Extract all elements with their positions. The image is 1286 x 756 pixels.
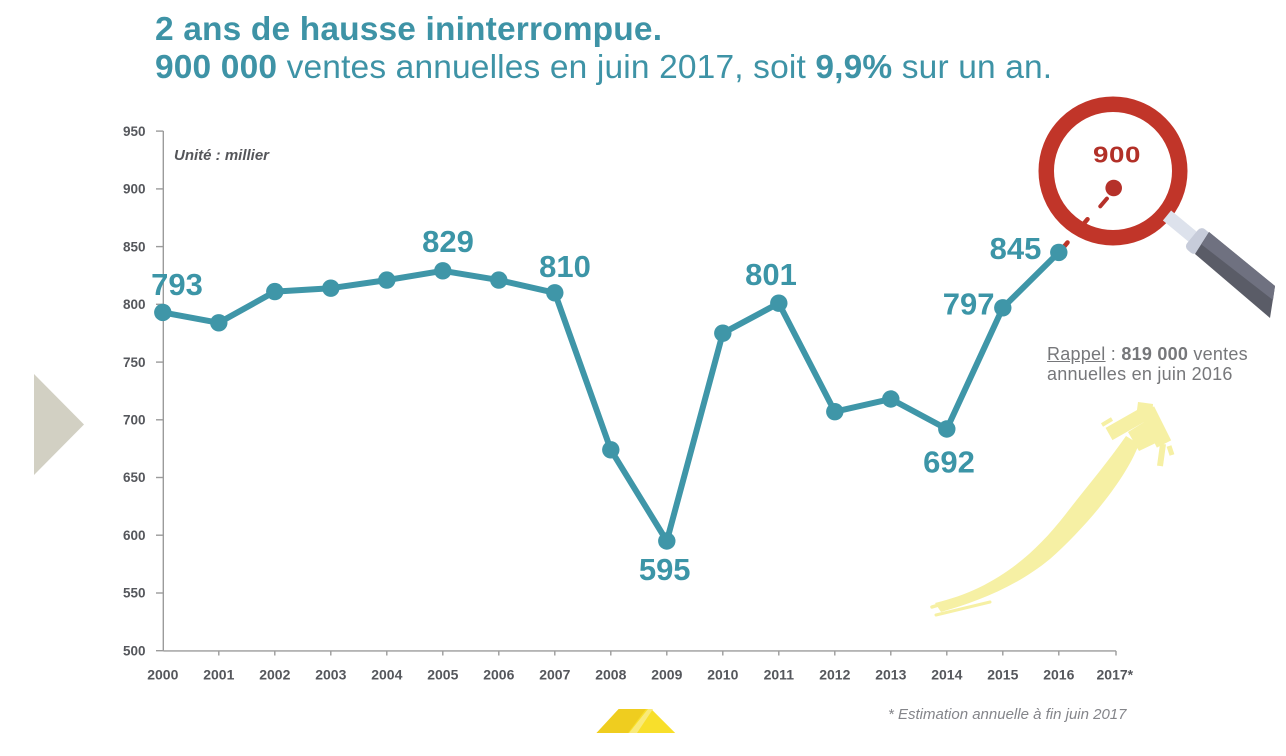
svg-text:595: 595 <box>639 552 691 587</box>
svg-text:500: 500 <box>123 643 146 658</box>
svg-text:793: 793 <box>151 267 203 302</box>
svg-text:650: 650 <box>123 470 146 485</box>
svg-text:2011: 2011 <box>764 667 795 683</box>
svg-text:600: 600 <box>123 528 146 543</box>
svg-text:2014: 2014 <box>931 667 962 683</box>
svg-text:829: 829 <box>422 224 474 259</box>
svg-text:797: 797 <box>943 287 995 322</box>
svg-text:550: 550 <box>123 586 146 601</box>
svg-text:900: 900 <box>1093 142 1141 168</box>
svg-text:2015: 2015 <box>987 667 1018 683</box>
svg-text:2017*: 2017* <box>1097 667 1134 683</box>
svg-text:900: 900 <box>123 182 146 197</box>
svg-text:2002: 2002 <box>259 667 290 683</box>
svg-text:850: 850 <box>123 239 146 254</box>
svg-text:800: 800 <box>123 297 146 312</box>
svg-text:950: 950 <box>123 124 146 139</box>
svg-text:700: 700 <box>123 413 146 428</box>
svg-text:2003: 2003 <box>315 667 346 683</box>
svg-text:801: 801 <box>745 257 797 292</box>
svg-text:2012: 2012 <box>819 667 850 683</box>
svg-text:845: 845 <box>990 231 1042 266</box>
svg-text:750: 750 <box>123 355 146 370</box>
svg-text:2000: 2000 <box>147 667 178 683</box>
svg-text:2005: 2005 <box>427 667 458 683</box>
svg-text:2010: 2010 <box>707 667 738 683</box>
svg-text:2006: 2006 <box>483 667 514 683</box>
svg-text:810: 810 <box>539 249 591 284</box>
svg-text:2013: 2013 <box>875 667 906 683</box>
svg-text:2008: 2008 <box>595 667 626 683</box>
svg-text:692: 692 <box>923 445 975 480</box>
svg-text:2004: 2004 <box>371 667 402 683</box>
svg-text:2016: 2016 <box>1043 667 1074 683</box>
svg-text:2001: 2001 <box>203 667 234 683</box>
svg-text:2007: 2007 <box>539 667 570 683</box>
svg-text:2009: 2009 <box>651 667 682 683</box>
